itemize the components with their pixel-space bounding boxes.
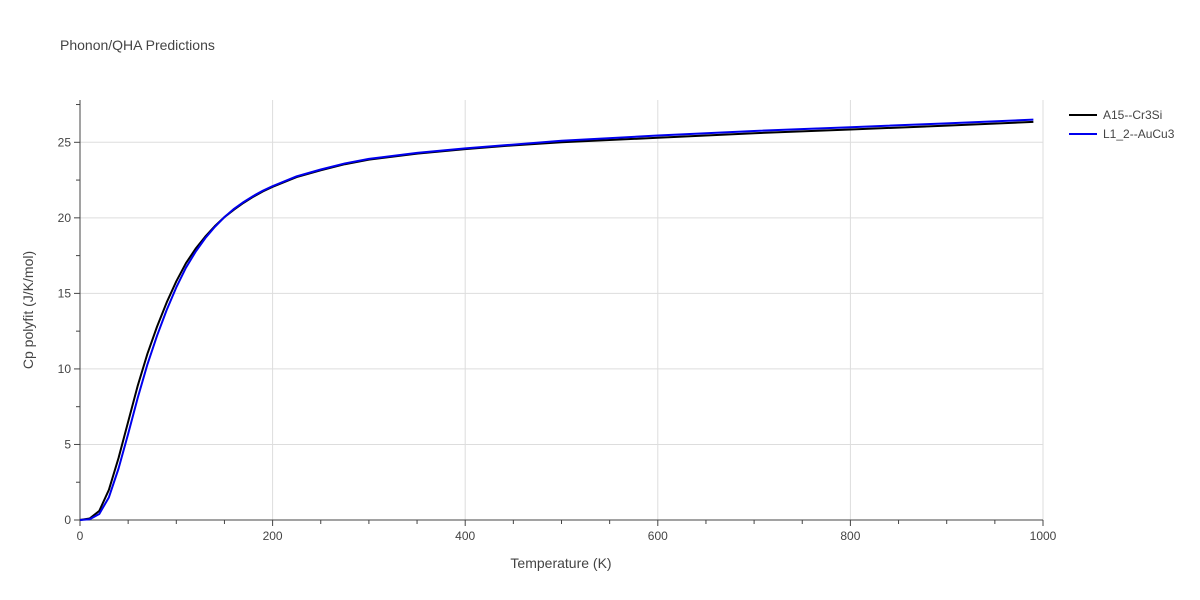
y-axis-ticks: 0 5 10 15 20 25 [58, 104, 80, 527]
series-line-1 [79, 120, 1034, 521]
y-tick-label: 10 [58, 362, 72, 376]
y-tick-label: 20 [58, 211, 72, 225]
x-tick-label: 600 [648, 529, 668, 543]
series-line-2 [79, 118, 1034, 521]
x-tick-label: 400 [455, 529, 475, 543]
legend-label: A15--Cr3Si [1103, 108, 1162, 122]
axes [79, 100, 1043, 521]
x-axis-title: Temperature (K) [510, 555, 611, 571]
x-tick-label: 0 [77, 529, 84, 543]
chart-title: Phonon/QHA Predictions [60, 37, 215, 53]
y-tick-label: 0 [64, 513, 71, 527]
legend-label: L1_2--AuCu3 [1103, 127, 1175, 141]
x-tick-label: 200 [263, 529, 283, 543]
legend-item-1[interactable]: A15--Cr3Si [1069, 108, 1162, 122]
grid [80, 100, 1044, 520]
x-axis-ticks: 0 200 400 600 800 1000 [77, 520, 1057, 543]
y-tick-label: 15 [58, 286, 72, 300]
y-axis-title: Cp polyfit (J/K/mol) [20, 251, 36, 369]
legend[interactable]: A15--Cr3Si L1_2--AuCu3 [1069, 108, 1175, 141]
y-tick-label: 25 [58, 135, 72, 149]
plot-lines [79, 118, 1034, 521]
legend-item-2[interactable]: L1_2--AuCu3 [1069, 127, 1175, 141]
x-tick-label: 800 [840, 529, 860, 543]
y-tick-label: 5 [64, 437, 71, 451]
x-tick-label: 1000 [1030, 529, 1057, 543]
